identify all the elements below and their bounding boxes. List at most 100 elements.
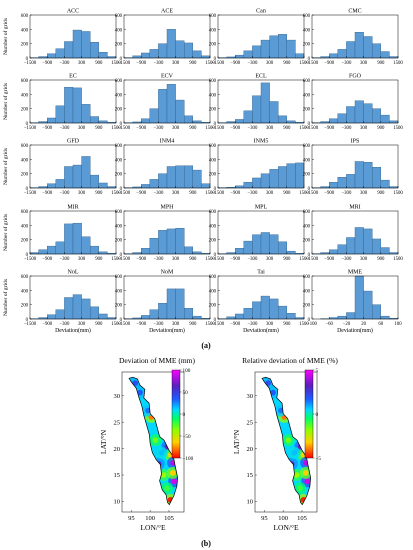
bar <box>81 236 91 255</box>
hist-panel-ecv: 0 200 400 600 −1500 −900 −300 300 900 1500 ECV <box>115 74 216 132</box>
y-tick-label: 0 <box>120 122 123 127</box>
bar <box>166 84 176 124</box>
x-tick-label: 900 <box>377 257 385 262</box>
x-tick-label: 300 <box>78 126 86 131</box>
x-tick-label: 1500 <box>299 191 309 196</box>
x-tick-label: −900 <box>42 126 53 131</box>
plot-frame <box>29 79 117 124</box>
y-tick-label: 400 <box>115 289 123 294</box>
x-tick-label: 900 <box>189 126 197 131</box>
bar <box>372 43 382 59</box>
x-tick-label: 900 <box>377 126 385 131</box>
bar <box>175 99 185 124</box>
x-tick-label: 1500 <box>205 126 215 131</box>
y-tick-label: 400 <box>115 158 123 163</box>
bar <box>295 53 305 59</box>
x-tick-label: 900 <box>95 322 103 327</box>
bar <box>149 49 159 59</box>
x-tick-label: 900 <box>95 257 103 262</box>
panel-title: GFD <box>67 139 80 145</box>
y-tick-label: 600 <box>21 79 29 84</box>
bar <box>98 182 108 189</box>
panel-title: ACE <box>161 9 173 15</box>
y-tick-label: 30 <box>247 393 254 400</box>
x-tick-label: 1500 <box>111 61 121 66</box>
bar <box>389 120 399 124</box>
x-tick-label: 300 <box>78 257 86 262</box>
bar <box>47 183 57 189</box>
bar <box>183 308 193 320</box>
bar <box>158 173 168 189</box>
x-tick-label: −300 <box>341 191 352 196</box>
bar <box>55 241 65 255</box>
y-axis-label: Number of grids <box>2 214 9 251</box>
hist-panel-mph: 0 200 400 600 −1500 −900 −300 300 900 1500 MPH <box>115 205 216 263</box>
bar <box>149 309 159 320</box>
x-tick-label: 900 <box>283 61 291 66</box>
x-tick-label: −20 <box>343 322 351 327</box>
x-tick-label: 900 <box>189 191 197 196</box>
x-tick-label: 900 <box>283 322 291 327</box>
bar <box>278 115 288 124</box>
bar <box>98 313 108 320</box>
x-tick-label: −1500 <box>212 61 225 66</box>
x-tick-label: 20 <box>361 322 366 327</box>
x-tick-label: 100 <box>145 515 155 522</box>
x-tick-label: −900 <box>324 257 335 262</box>
y-tick-label: 0 <box>214 57 217 62</box>
panel-title: INM4 <box>160 139 175 145</box>
y-tick-label: 200 <box>303 108 311 113</box>
y-tick-label: 0 <box>120 253 123 258</box>
bar <box>140 315 150 320</box>
bar <box>363 103 373 124</box>
colorbar-tick-label: 0 <box>183 412 186 418</box>
bar <box>47 314 57 320</box>
y-tick-label: 600 <box>115 144 123 149</box>
x-tick-label: −900 <box>136 61 147 66</box>
bar <box>89 306 99 320</box>
y-tick-label: 0 <box>120 57 123 62</box>
bar <box>192 50 202 59</box>
y-tick-label: 200 <box>303 239 311 244</box>
bar <box>380 51 390 59</box>
y-tick-label: 0 <box>308 57 311 62</box>
y-tick-label: 600 <box>209 144 217 149</box>
x-tick-label: 1500 <box>393 257 403 262</box>
bar <box>55 179 65 189</box>
x-tick-label: −1500 <box>118 126 131 131</box>
plot-frame <box>29 144 117 189</box>
map-frame <box>254 371 318 513</box>
anomaly-halo <box>285 457 298 470</box>
bar <box>140 118 150 124</box>
map-frame <box>121 371 185 513</box>
map-title: Deviation of MME (mm) <box>119 356 196 365</box>
y-axis-label: Number of grids <box>2 148 9 185</box>
x-tick-label: 95 <box>261 515 268 522</box>
anomaly-halo <box>152 457 165 470</box>
x-tick-label: 105 <box>297 515 307 522</box>
x-tick-label: −1500 <box>24 126 37 131</box>
bar <box>64 86 74 124</box>
y-tick-label: 400 <box>115 224 123 229</box>
x-tick-label: 300 <box>266 322 274 327</box>
bar <box>260 173 270 189</box>
colorbar-tick-label: −100 <box>183 456 194 462</box>
x-tick-label: 300 <box>360 61 368 66</box>
hist-panel-mme: 0 200 400 600 −100 −60 −20 20 60 100 MME Deviation(… <box>303 270 402 335</box>
figure-label-a: (a) <box>201 341 211 350</box>
y-tick-label: 0 <box>214 122 217 127</box>
y-tick-label: 600 <box>209 275 217 280</box>
x-tick-label: −300 <box>341 257 352 262</box>
anomaly-core <box>158 450 165 456</box>
y-tick-label: 200 <box>209 43 217 48</box>
y-tick-label: 600 <box>303 14 311 19</box>
x-tick-label: 300 <box>266 61 274 66</box>
plot-frame <box>311 14 399 59</box>
x-axis-label: LON/°E <box>273 523 298 532</box>
y-tick-label: 30 <box>114 393 121 400</box>
bar <box>183 115 193 124</box>
x-tick-label: 300 <box>266 191 274 196</box>
y-tick-label: 400 <box>303 28 311 33</box>
x-axis-label: Deviation(mm) <box>337 327 373 334</box>
bar <box>98 120 108 124</box>
